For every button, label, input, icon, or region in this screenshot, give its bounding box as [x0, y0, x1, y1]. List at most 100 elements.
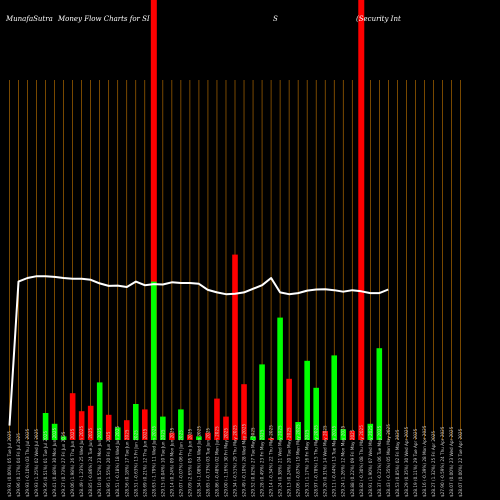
- bar: [114, 427, 121, 440]
- bar: [51, 423, 58, 440]
- x-tick-label: $29.11 (-0.44%) 13 Tue May 2025: [332, 425, 337, 497]
- bar: [232, 254, 238, 440]
- x-tick-label: $29.93 (-0.10%) 03 Thu Jul 2025: [25, 428, 30, 497]
- bar: [268, 438, 274, 440]
- grid-lines: [9, 80, 461, 440]
- bar: [250, 436, 256, 440]
- x-tick-label: $27.90 (-0.59%) 24 Thu Apr 2025: [440, 426, 445, 497]
- x-tick-label: $28.07 (0.00%) 22 Tue Apr 2025: [458, 428, 463, 497]
- x-tick-label: $28.56 (0.18%) 17 Tue Jun 2025: [124, 429, 129, 497]
- bar: [196, 436, 202, 440]
- x-tick-labels: $29.91 (0.00%) 05 Tue Jul 2025 $29.96 (0.…: [7, 424, 463, 497]
- x-tick-label: $29.00 (-1.16%) 30 Fri May 2025: [223, 428, 228, 497]
- x-tick-label: $28.43 (-0.35%) 05 Mon May 2025: [386, 424, 391, 497]
- x-tick-label: $28.51 (-0.63%) 13 Fri Jun 2025: [133, 430, 138, 497]
- highlight-column: [358, 0, 365, 440]
- x-tick-label: $28.88 (0.22%) 09 Fri May 2025: [350, 429, 355, 497]
- x-tick-label: $29.20 (0.31%) 14 Wed May 2025: [323, 425, 328, 497]
- brand-label: MunafaSutra: [5, 15, 53, 23]
- bar: [367, 423, 374, 440]
- bar: [313, 387, 319, 440]
- bar: [42, 413, 49, 440]
- bar: [78, 411, 85, 440]
- x-tick-label: $28.86 (-0.48%) 02 Mon Jun 2025: [214, 426, 219, 497]
- bar: [151, 281, 157, 440]
- x-tick-label: $29.06 (-0.87%) 19 Mon May 2025: [296, 424, 301, 497]
- x-tick-label: $29.56 (0.51%) 01 Tue Jul 2025: [43, 431, 48, 497]
- bar: [331, 355, 338, 440]
- bar: [60, 436, 67, 440]
- x-tick-label: $29.07 (-0.07%) 06 Fri Jun 2025: [178, 430, 183, 497]
- x-tick-label: $28.65 (-0.73%) 03 Tue Jun 2025: [205, 428, 210, 497]
- x-tick-label: $29.93 (1.25%) 02 Wed Jul 2025: [34, 429, 39, 497]
- money-flow-line: [8, 275, 389, 426]
- bar: [169, 432, 175, 440]
- highlight-column: [150, 0, 157, 440]
- chart-title: Money Flow Charts for SI: [57, 15, 150, 23]
- x-tick-label: $28.34 (-1.08%) 04 Wed Jun 2025: [196, 426, 201, 497]
- x-tick-label: $29.27 (0.73%) 27 Fri Jun 2025: [61, 431, 66, 497]
- x-tick-label: $28.37 (-0.21%) 06 Tue May 2025: [377, 425, 382, 497]
- x-tick-label: $28.29 (0.35%) 30 Wed Apr 2025: [404, 426, 409, 497]
- x-tick-label: $29.13 (0.24%) 20 Tue May 2025: [287, 427, 292, 497]
- bar: [223, 416, 229, 440]
- bar: [376, 348, 383, 440]
- x-tick-label: $28.85 (-0.86%) 24 Tue Jun 2025: [88, 428, 93, 497]
- bar: [178, 409, 184, 440]
- bar: [69, 393, 76, 440]
- bar: [322, 431, 328, 440]
- x-tick-label: $28.69 (0.21%) 12 Thu Jun 2025: [142, 428, 147, 497]
- bar: [205, 432, 211, 440]
- x-tick-label: $29.41 (0.48%) 30 Mon Jun 2025: [52, 427, 57, 497]
- bar: [87, 405, 94, 440]
- bar: [123, 420, 130, 440]
- x-tick-label: $28.82 (-0.30%) 08 Thu May 2025: [359, 425, 364, 497]
- x-tick-label: $28.97 (-0.78%) 15 Thu May 2025: [314, 425, 319, 497]
- x-tick-label: $29.28 (0.49%) 23 Fri May 2025: [260, 429, 265, 497]
- bar: [241, 384, 247, 440]
- x-tick-label: $28.16 (-0.39%) 28 Mon Apr 2025: [422, 425, 427, 497]
- bar: [105, 414, 112, 440]
- x-tick-label: $29.06 (1.98%) 26 Thu Jun 2025: [70, 428, 75, 497]
- highlight-columns: [150, 0, 365, 440]
- x-tick-label: $29.24 (0.38%) 21 Wed May 2025: [278, 425, 283, 497]
- bar: [160, 416, 166, 440]
- x-tick-label: $29.09 (2.65%) 05 Thu Jun 2025: [187, 428, 192, 497]
- bar: [259, 364, 265, 440]
- x-tick-label: $29.49 (-0.10%) 28 Wed May 2025: [242, 424, 247, 497]
- x-tick-label: $29.14 (0.24%) 09 Mon Jun 2025: [169, 427, 174, 497]
- x-tick-label: $29.14 (-0.34%) 22 Thu May 2025: [269, 425, 274, 497]
- company-label: (Security Int: [356, 15, 401, 23]
- bar: [187, 434, 193, 440]
- bar: [340, 429, 347, 440]
- x-tick-label: $29.91 (0.00%) 05 Tue Jul 2025: [7, 431, 12, 497]
- bars: [42, 254, 383, 440]
- x-tick-label: $29.10 (0.52%) 23 Mon Jun 2025: [97, 427, 102, 497]
- bar: [142, 409, 148, 440]
- x-tick-label: $28.63 (-1.79%) 11 Wed Jun 2025: [151, 426, 156, 497]
- x-tick-label: $29.31 (1.17%) 16 Fri May 2025: [305, 429, 310, 497]
- bar: [277, 317, 283, 440]
- x-tick-label: $28.19 (0.11%) 29 Tue Apr 2025: [413, 428, 418, 497]
- x-tick-label: $29.96 (0.17%) 04 Fri Jul 2025: [16, 433, 21, 497]
- money-flow-line-group: [8, 275, 389, 426]
- bar: [132, 404, 139, 440]
- x-tick-label: $29.34 (-0.51%) 29 Thu May 2025: [233, 425, 238, 497]
- x-tick-label: $28.49 (-1.23%) 25 Wed Jun 2025: [79, 426, 84, 497]
- bar: [286, 378, 292, 440]
- x-tick-label: $28.95 (1.55%) 20 Fri Jun 2025: [106, 431, 111, 497]
- x-tick-label: $28.91 (1.90%) 07 Wed May 2025: [368, 425, 373, 497]
- bar: [214, 398, 220, 440]
- x-tick-label: $28.07 (0.00%) 23 Wed Apr 2025: [449, 426, 454, 497]
- symbol-label: S: [273, 15, 278, 23]
- bar: [349, 431, 356, 440]
- bar: [295, 422, 301, 440]
- bar: [304, 360, 310, 440]
- x-tick-label: $28.27 (1.32%) 25 Fri Apr 2025: [431, 431, 436, 497]
- bar: [358, 427, 365, 440]
- x-tick-label: $29.52 (0.82%) 27 Tue May 2025: [251, 427, 256, 497]
- x-tick-label: $29.15 (0.04%) 10 Tue Jun 2025: [160, 429, 165, 497]
- x-tick-label: $28.53 (0.85%) 02 Fri May 2025: [395, 429, 400, 497]
- x-tick-label: $29.24 (1.26%) 12 Mon May 2025: [341, 425, 346, 497]
